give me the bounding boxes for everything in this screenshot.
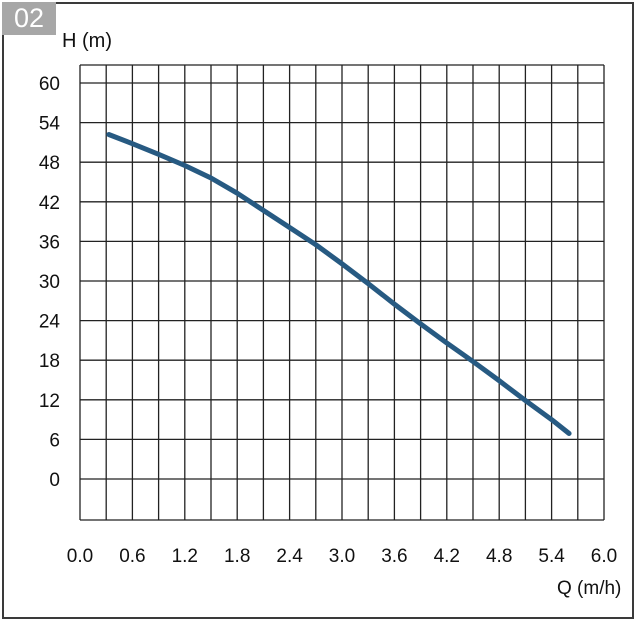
y-tick-label: 54 — [39, 114, 61, 135]
y-tick-label: 0 — [49, 470, 60, 491]
y-tick-label: 60 — [39, 74, 60, 95]
x-tick-label: 0.0 — [67, 546, 93, 567]
y-tick-label: 6 — [49, 430, 60, 451]
y-tick-label: 24 — [39, 312, 61, 333]
grid-lines — [79, 64, 605, 521]
x-tick-label: 4.8 — [486, 546, 512, 567]
x-tick-label: 3.0 — [329, 546, 355, 567]
y-tick-label: 42 — [39, 193, 60, 214]
x-tick-label: 6.0 — [591, 546, 617, 567]
x-tick-label: 5.4 — [538, 546, 565, 567]
y-tick-label: 12 — [39, 391, 60, 412]
x-tick-label: 2.4 — [276, 546, 303, 567]
x-tick-label: 1.2 — [172, 546, 198, 567]
x-tick-labels: 0.0 0.6 1.2 1.8 2.4 3.0 3.6 4.2 4.8 5.4 6.0 — [67, 546, 617, 567]
x-tick-label: 4.2 — [434, 546, 460, 567]
x-tick-label: 0.6 — [119, 546, 145, 567]
y-tick-label: 30 — [39, 272, 60, 293]
x-tick-label: 3.6 — [381, 546, 407, 567]
y-axis-label: H (m) — [62, 30, 112, 52]
y-tick-label: 36 — [39, 232, 60, 253]
performance-curve — [106, 132, 572, 436]
y-tick-label: 48 — [39, 153, 60, 174]
x-tick-label: 1.8 — [224, 546, 250, 567]
y-tick-label: 18 — [39, 351, 60, 372]
figure-number-badge: 02 — [2, 2, 56, 35]
x-axis-label: Q (m/h) — [557, 578, 622, 599]
